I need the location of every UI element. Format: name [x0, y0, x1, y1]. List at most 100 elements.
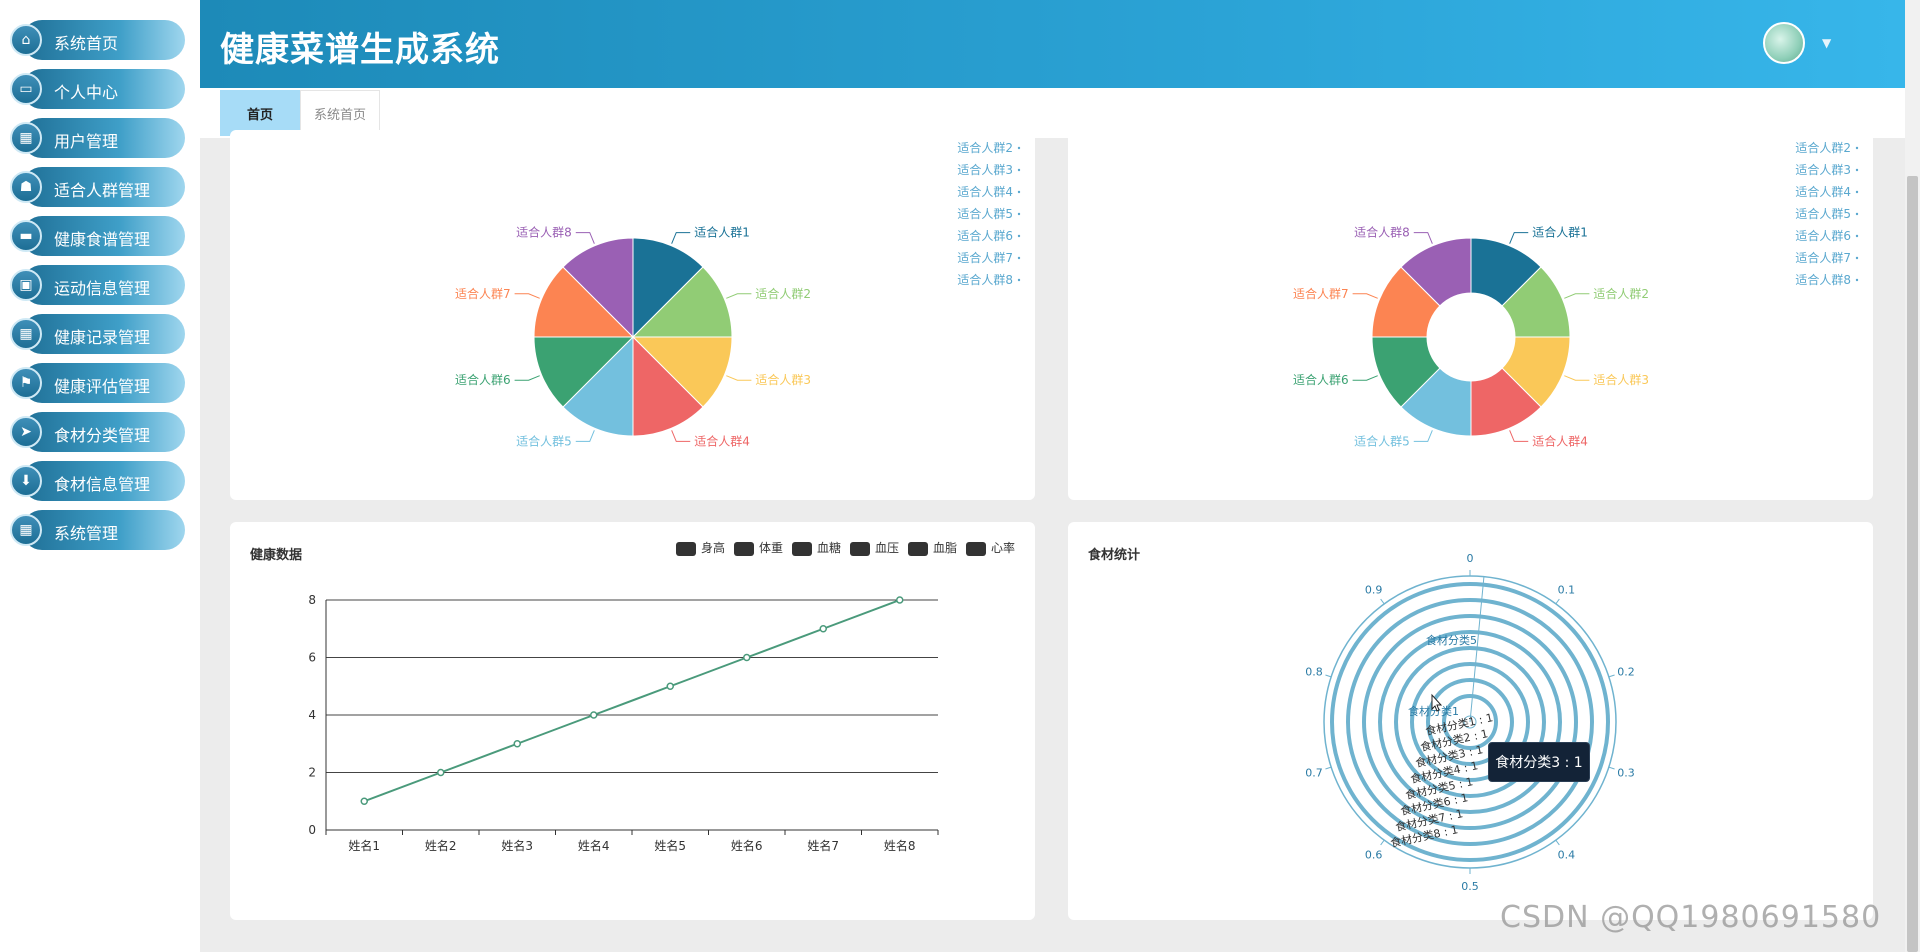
pie-label: 适合人群1 [1532, 225, 1588, 240]
sidebar-item-6[interactable]: ▣ 运动信息管理 [10, 265, 185, 305]
x-tick-label: 姓名5 [654, 838, 686, 853]
tab-system-home[interactable]: 系统首页 [300, 90, 380, 136]
pie-slice[interactable] [631, 266, 733, 338]
legend-item[interactable]: 心率 [991, 540, 1015, 555]
legend-dot [1017, 168, 1021, 172]
caret-down-icon[interactable]: ▼ [1822, 36, 1832, 50]
legend-dot [1855, 256, 1859, 260]
sidebar-item-11[interactable]: ▦ 系统管理 [10, 510, 185, 550]
label-leader-line [1413, 430, 1433, 442]
sidebar-item-1[interactable]: ⌂ 系统首页 [10, 20, 185, 60]
label-leader-line [1509, 430, 1529, 442]
sidebar-item-5[interactable]: ▬ 健康食谱管理 [10, 216, 185, 256]
legend-dot [1017, 190, 1021, 194]
data-point[interactable] [666, 682, 674, 690]
data-point[interactable] [743, 653, 751, 662]
pie-slice[interactable] [562, 335, 634, 437]
angle-tick-label: 0.9 [1365, 583, 1383, 596]
polar-bar[interactable] [1442, 694, 1498, 750]
label-leader-line [575, 430, 595, 442]
legend-item[interactable]: 适合人群2 [957, 140, 1013, 155]
polar-bar[interactable] [1346, 598, 1594, 846]
pie-label: 适合人群2 [755, 286, 811, 301]
legend-item[interactable]: 适合人群5 [957, 206, 1013, 221]
polar-bar[interactable] [1410, 662, 1530, 782]
legend-item[interactable]: 适合人群6 [957, 228, 1013, 243]
angle-tick-label: 0.8 [1305, 665, 1323, 678]
legend-item[interactable]: 适合人群7 [957, 250, 1013, 265]
label-leader-line [1509, 232, 1529, 244]
data-point[interactable] [819, 625, 827, 633]
angle-tick [1325, 674, 1332, 678]
sidebar-item-9[interactable]: ➤ 食材分类管理 [10, 412, 185, 452]
flag-icon: ⚑ [10, 367, 42, 399]
pie-slice[interactable] [631, 336, 733, 408]
pie-label: 适合人群6 [1293, 372, 1349, 387]
x-tick-label: 姓名2 [425, 838, 457, 853]
pie-slice[interactable] [1400, 237, 1472, 307]
data-point[interactable] [360, 797, 368, 805]
sidebar-item-10[interactable]: ⬇ 食材信息管理 [10, 461, 185, 501]
x-tick-label: 姓名3 [501, 838, 533, 853]
pie-label: 适合人群3 [755, 372, 811, 387]
polar-bar[interactable] [1362, 614, 1578, 830]
legend-item[interactable]: 适合人群8 [957, 272, 1013, 287]
legend-item[interactable]: 适合人群4 [957, 184, 1013, 199]
ingredient-stats-title: 食材统计 [1088, 548, 1141, 563]
x-tick-label: 姓名7 [807, 838, 839, 853]
sidebar-item-2[interactable]: ▭ 个人中心 [10, 69, 185, 109]
x-tick-label: 姓名4 [578, 838, 610, 853]
data-point[interactable] [590, 711, 598, 719]
data-point[interactable] [896, 596, 904, 604]
legend-item[interactable]: 适合人群5 [1795, 206, 1851, 221]
data-point[interactable] [437, 768, 445, 777]
label-leader-line [514, 375, 540, 381]
cursor-icon [1431, 693, 1443, 712]
sidebar-item-8[interactable]: ⚑ 健康评估管理 [10, 363, 185, 403]
angle-tick-label: 0 [1467, 552, 1474, 565]
legend-item[interactable]: 血糖 [817, 540, 841, 555]
legend-item[interactable]: 血压 [875, 541, 899, 555]
y-tick-label: 2 [308, 766, 316, 780]
legend-item[interactable]: 适合人群2 [1795, 140, 1851, 155]
pie-slice[interactable] [632, 237, 704, 339]
pie-label: 适合人群5 [516, 433, 572, 448]
legend-item[interactable]: 适合人群4 [1795, 184, 1851, 199]
legend-dot [1855, 234, 1859, 238]
legend-item[interactable]: 适合人群7 [1795, 250, 1851, 265]
x-tick-label: 姓名1 [348, 838, 380, 853]
legend-item[interactable]: 适合人群8 [1795, 272, 1851, 287]
legend-item[interactable]: 身高 [701, 540, 725, 555]
pie-slice[interactable] [632, 335, 704, 437]
user-avatar[interactable] [1763, 22, 1805, 64]
sidebar-item-pill [22, 69, 185, 109]
sidebar-item-7[interactable]: ▦ 健康记录管理 [10, 314, 185, 354]
polar-bar[interactable] [1394, 646, 1546, 798]
sidebar-item-4[interactable]: ☗ 适合人群管理 [10, 167, 185, 207]
home-icon: ⌂ [10, 24, 42, 56]
legend-item[interactable]: 血脂 [933, 540, 957, 555]
sidebar: ⌂ 系统首页 ▭ 个人中心 ▦ 用户管理 ☗ 适合人群管理 ▬ 健康食谱管理 ▣ 运动信息管理 ▦ 健康记… [0, 0, 200, 952]
radial-category-label: 食材分类5 [1426, 633, 1477, 647]
pie-slice[interactable] [533, 336, 635, 408]
polar-bar[interactable] [1378, 630, 1562, 814]
legend-item[interactable]: 适合人群6 [1795, 228, 1851, 243]
chart-tooltip: 食材分类3 : 1 [1488, 742, 1590, 782]
scrollbar-thumb[interactable] [1907, 176, 1918, 952]
angle-tick-label: 0.2 [1617, 665, 1635, 678]
legend-item[interactable]: 适合人群3 [957, 162, 1013, 177]
sidebar-item-pill [22, 20, 185, 60]
legend-item[interactable]: 体重 [759, 541, 783, 555]
legend-item[interactable]: 适合人群3 [1795, 162, 1851, 177]
polar-bar[interactable] [1330, 582, 1610, 862]
sidebar-item-pill [22, 167, 185, 207]
pie-label: 适合人群1 [694, 225, 750, 240]
pie-slice[interactable] [562, 237, 634, 339]
polar-bar[interactable] [1426, 678, 1514, 766]
data-point[interactable] [513, 740, 521, 748]
window-icon: ▭ [10, 73, 42, 105]
pie-slice[interactable] [533, 266, 635, 338]
sidebar-item-3[interactable]: ▦ 用户管理 [10, 118, 185, 158]
angle-tick-label: 0.3 [1617, 767, 1635, 780]
tab-home[interactable]: 首页 [220, 90, 300, 136]
